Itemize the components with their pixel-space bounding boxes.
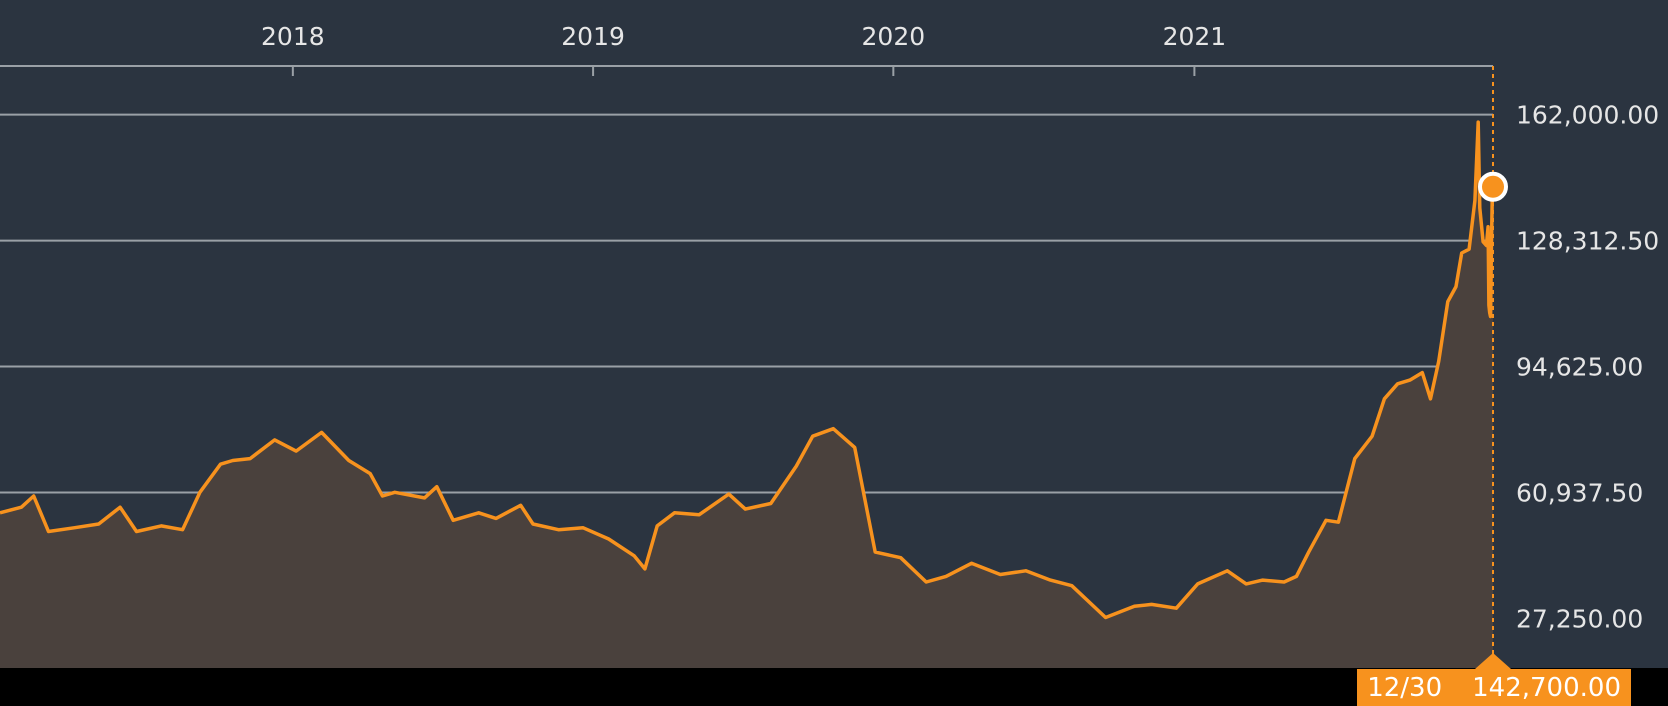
series-area: [0, 122, 1493, 669]
series-line: [0, 120, 1495, 620]
readout-date: 12/30: [1367, 672, 1443, 703]
y-tick-label: 128,312.50: [1516, 227, 1659, 256]
line-layer: [0, 120, 1495, 620]
x-tick-label: 2019: [561, 22, 625, 51]
readout-pointer: [1475, 653, 1511, 669]
y-tick-label: 94,625.00: [1516, 353, 1643, 382]
y-axis: 162,000.00 128,312.50 94,625.00 60,937.50 27…: [1516, 101, 1659, 634]
y-tick-label: 162,000.00: [1516, 101, 1659, 130]
x-tick-label: 2021: [1163, 22, 1227, 51]
cursor-marker[interactable]: [1478, 171, 1508, 202]
x-tick-label: 2020: [862, 22, 926, 51]
x-tick-label: 2018: [261, 22, 325, 51]
y-tick-label: 27,250.00: [1516, 604, 1643, 633]
x-axis: 2018 2019 2020 2021: [0, 22, 1493, 76]
y-tick-label: 60,937.50: [1516, 478, 1643, 507]
readout-value: 142,700.00: [1472, 672, 1621, 703]
value-readout: 12/30 142,700.00: [1357, 669, 1631, 706]
cursor-layer: [1478, 66, 1508, 668]
area-layer: [0, 122, 1493, 669]
